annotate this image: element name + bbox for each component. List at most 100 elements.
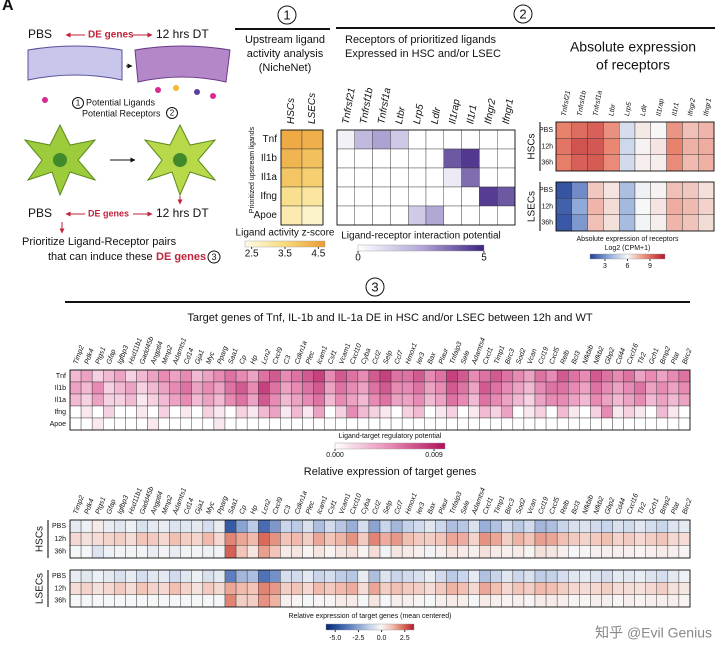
heatmap-cell (556, 569, 569, 583)
heatmap-cell (512, 569, 525, 583)
heatmap-cell (424, 381, 436, 395)
heatmap-cell (302, 519, 314, 533)
heatmap-cell (619, 198, 636, 215)
column-label: Tnfrsf1b (358, 87, 375, 125)
heatmap-cell (202, 381, 215, 395)
heatmap-cell (180, 594, 192, 608)
heatmap-cell (401, 369, 414, 383)
row-label: 12h (541, 143, 553, 150)
heatmap-cell (169, 519, 181, 533)
heatmap-cell (368, 393, 381, 407)
heatmap-cell (656, 405, 669, 419)
colorbar-tick-label: 4.5 (311, 249, 325, 260)
heatmap-cell (601, 569, 613, 583)
heatmap-cell (555, 181, 573, 199)
heatmap-cell (571, 214, 588, 232)
heatmap-cell (634, 154, 652, 172)
heatmap-cell (446, 381, 458, 395)
heatmap-cell (457, 405, 469, 419)
heatmap-cell (169, 417, 181, 431)
heatmap-cell (147, 532, 159, 546)
heatmap-cell (302, 417, 314, 431)
heatmap-cell (357, 417, 370, 431)
heatmap-cell (425, 167, 444, 188)
heatmap-cell (501, 405, 514, 419)
heatmap-cell (568, 582, 580, 595)
column-label: Ccl7 (394, 349, 406, 366)
heatmap-cell (656, 417, 669, 431)
heatmap-cell (457, 569, 469, 583)
heatmap-cell (136, 405, 148, 419)
column-label: Il1rap (447, 98, 462, 125)
heatmap-cell (634, 417, 646, 431)
group-label: HSCs (527, 133, 538, 159)
row-label: Ifng (260, 191, 277, 202)
heatmap-cell (291, 582, 303, 595)
row-label: Tnf (56, 373, 66, 380)
heatmap-cell (368, 519, 381, 533)
heatmap-cell (579, 405, 591, 419)
heatmap-cell (413, 405, 425, 419)
heatmap-cell (357, 582, 370, 595)
heatmap-cell (335, 532, 347, 546)
heatmap-cell (213, 594, 226, 608)
heatmap-cell (324, 582, 336, 595)
heatmap-cell (379, 381, 392, 395)
heatmap-cell (191, 519, 204, 533)
column-label: Ldlr (430, 106, 444, 125)
heatmap-cell (335, 519, 347, 533)
heatmap-cell (468, 569, 480, 583)
heatmap-cell (136, 369, 148, 383)
heatmap-cell (587, 138, 604, 155)
heatmap-cell (324, 381, 336, 395)
heatmap-cell (568, 417, 580, 431)
heatmap-cell (379, 582, 392, 595)
heatmap-cell (258, 519, 270, 533)
row-label: 36h (541, 160, 553, 167)
heatmap-cell (650, 121, 667, 139)
heatmap-cell (545, 393, 558, 407)
heatmap-cell (479, 582, 491, 595)
heatmap-cell (545, 519, 558, 533)
heatmap-cell (556, 417, 569, 431)
heatmap-cell (372, 129, 391, 150)
heatmap-cell (346, 569, 359, 583)
heatmap-cell (603, 121, 620, 139)
chart-title: of receptors (596, 57, 670, 73)
heatmap-cell (69, 582, 82, 595)
heatmap-cell (556, 532, 569, 546)
heatmap-cell (490, 545, 502, 559)
heatmap-cell (678, 569, 691, 583)
heatmap-cell (191, 594, 204, 608)
panel-letter: A (2, 0, 14, 14)
heatmap-cell (556, 594, 569, 608)
heatmap-cell (666, 121, 683, 139)
heatmap-cell (335, 582, 347, 595)
heatmap-cell (357, 393, 370, 407)
heatmap-cell (401, 582, 414, 595)
heatmap-cell (603, 214, 620, 232)
column-label: Cp (239, 354, 249, 365)
heatmap-cell (645, 393, 657, 407)
heatmap-cell (545, 532, 558, 546)
heatmap-cell (501, 519, 514, 533)
heatmap-cell (490, 381, 502, 395)
heatmap-cell (91, 519, 104, 533)
heatmap-cell (601, 519, 613, 533)
heatmap-cell (324, 417, 336, 431)
heatmap-cell (103, 519, 115, 533)
heatmap-cell (534, 545, 547, 559)
heatmap-cell (336, 129, 355, 150)
heatmap-cell (372, 148, 391, 169)
heatmap-cell (202, 545, 215, 559)
heatmap-cell (291, 381, 303, 395)
heatmap-cell (213, 545, 226, 559)
heatmap-cell (158, 381, 170, 395)
column-label: Csf1 (327, 349, 339, 365)
heatmap-cell (401, 545, 414, 559)
heatmap-cell (313, 569, 325, 583)
heatmap-cell (413, 532, 425, 546)
heatmap-cell (579, 569, 591, 583)
heatmap-cell (191, 569, 204, 583)
heatmap-cell (246, 545, 259, 559)
